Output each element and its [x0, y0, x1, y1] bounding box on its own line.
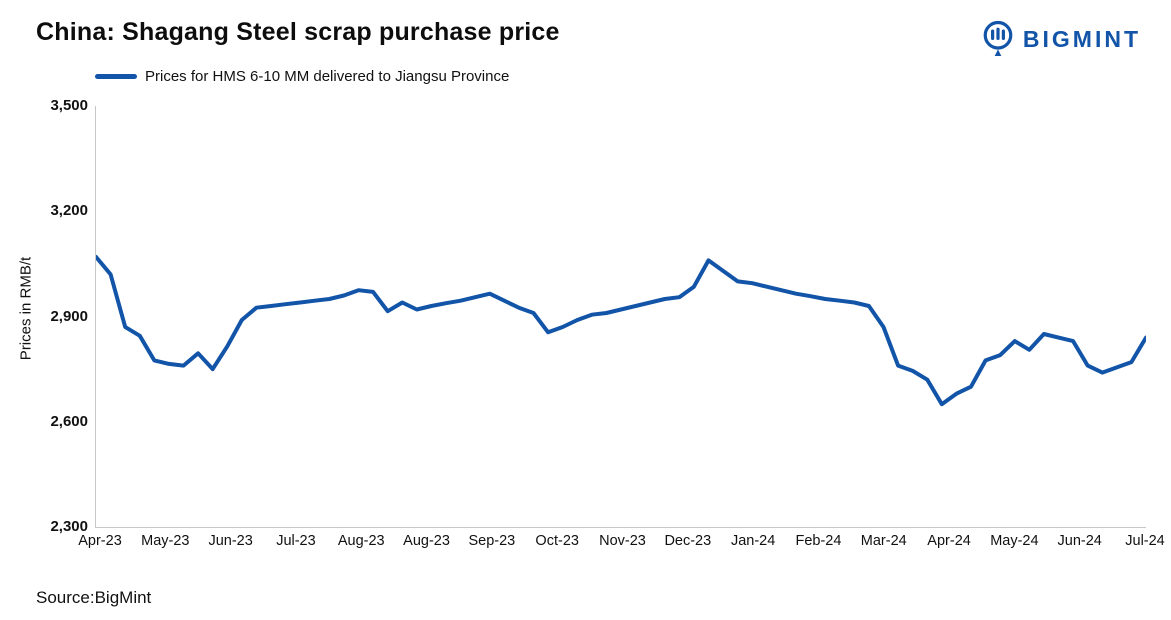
source-text: Source:BigMint — [36, 588, 152, 607]
y-tick-label: 3,200 — [50, 202, 88, 220]
x-tick-label: Feb-24 — [795, 533, 842, 549]
y-tick-label: 2,600 — [50, 412, 88, 430]
header: China: Shagang Steel scrap purchase pric… — [36, 18, 1141, 58]
x-tick-label: Oct-23 — [535, 533, 579, 549]
y-tick-label: 3,500 — [50, 97, 88, 114]
x-tick-label: Sep-23 — [468, 533, 516, 549]
x-tick-label: Jan-24 — [730, 533, 776, 549]
x-tick-label: Apr-24 — [927, 533, 971, 549]
chart-title: China: Shagang Steel scrap purchase pric… — [36, 18, 560, 46]
x-tick-label: Aug-23 — [403, 533, 450, 549]
x-tick-label: May-23 — [141, 533, 190, 549]
x-tick-label: Jun-23 — [208, 533, 253, 549]
bigmint-logo-icon — [981, 20, 1015, 58]
x-tick-label: Apr-23 — [78, 533, 122, 549]
y-axis-tick-labels: 2,300 2,600 2,900 3,200 3,500 — [30, 97, 88, 535]
x-tick-label: Nov-23 — [599, 533, 646, 549]
x-axis-tick-labels: Apr-23 May-23 Jun-23 Jul-23 Aug-23 Aug-23 Sep-… — [78, 533, 1165, 553]
x-tick-label: Mar-24 — [860, 533, 907, 549]
legend-line-swatch — [95, 74, 137, 79]
y-tick-label: 2,900 — [50, 307, 88, 325]
x-tick-label: Jul-23 — [276, 533, 316, 549]
x-tick-label: Jul-24 — [1125, 533, 1165, 549]
brand-logo: BIGMINT — [981, 20, 1141, 58]
plot-area — [95, 106, 1146, 528]
brand-wordmark: BIGMINT — [1022, 25, 1141, 52]
y-tick-label: 2,300 — [50, 518, 88, 535]
legend: Prices for HMS 6-10 MM delivered to Jian… — [95, 68, 509, 85]
price-line-series — [96, 254, 1146, 407]
x-tick-label: May-24 — [990, 533, 1039, 549]
x-tick-label: Jun-24 — [1057, 533, 1102, 549]
legend-label: Prices for HMS 6-10 MM delivered to Jian… — [145, 68, 510, 85]
x-tick-label: Aug-23 — [337, 533, 385, 549]
x-tick-label: Dec-23 — [664, 533, 712, 549]
